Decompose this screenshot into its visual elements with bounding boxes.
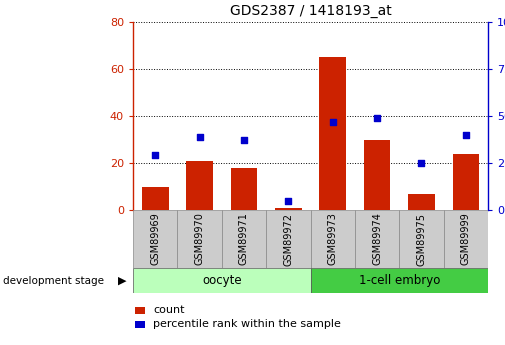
Bar [399,210,443,268]
Title: GDS2387 / 1418193_at: GDS2387 / 1418193_at [230,4,391,18]
Bar [266,210,311,268]
Bar [231,168,257,210]
Text: GSM89972: GSM89972 [283,213,293,266]
Point [329,119,337,125]
Point [373,115,381,121]
Text: count: count [153,305,184,315]
Point [462,132,470,138]
Point [418,160,426,166]
Bar [408,194,435,210]
Bar [222,210,266,268]
Bar [355,210,399,268]
Text: GSM89973: GSM89973 [328,213,338,265]
Bar [319,57,346,210]
Text: 1-cell embryo: 1-cell embryo [359,274,440,287]
Point [240,138,248,143]
Bar [311,268,488,293]
Bar [364,139,390,210]
Point [284,198,292,203]
Text: GSM89971: GSM89971 [239,213,249,265]
Text: oocyte: oocyte [202,274,241,287]
Bar [443,210,488,268]
Text: GSM89970: GSM89970 [194,213,205,265]
Text: GSM89974: GSM89974 [372,213,382,265]
Text: GSM89975: GSM89975 [417,213,426,266]
Bar [133,268,311,293]
Text: percentile rank within the sample: percentile rank within the sample [153,319,341,329]
Bar [133,210,177,268]
Point [151,153,159,158]
Bar [142,187,169,210]
Text: development stage: development stage [3,276,104,286]
Point [195,134,204,139]
Bar [186,161,213,210]
Text: GSM89969: GSM89969 [150,213,160,265]
Bar [452,154,479,210]
Text: ▶: ▶ [118,276,126,286]
Bar [311,210,355,268]
Bar [177,210,222,268]
Text: GSM89999: GSM89999 [461,213,471,265]
Bar [275,208,301,210]
